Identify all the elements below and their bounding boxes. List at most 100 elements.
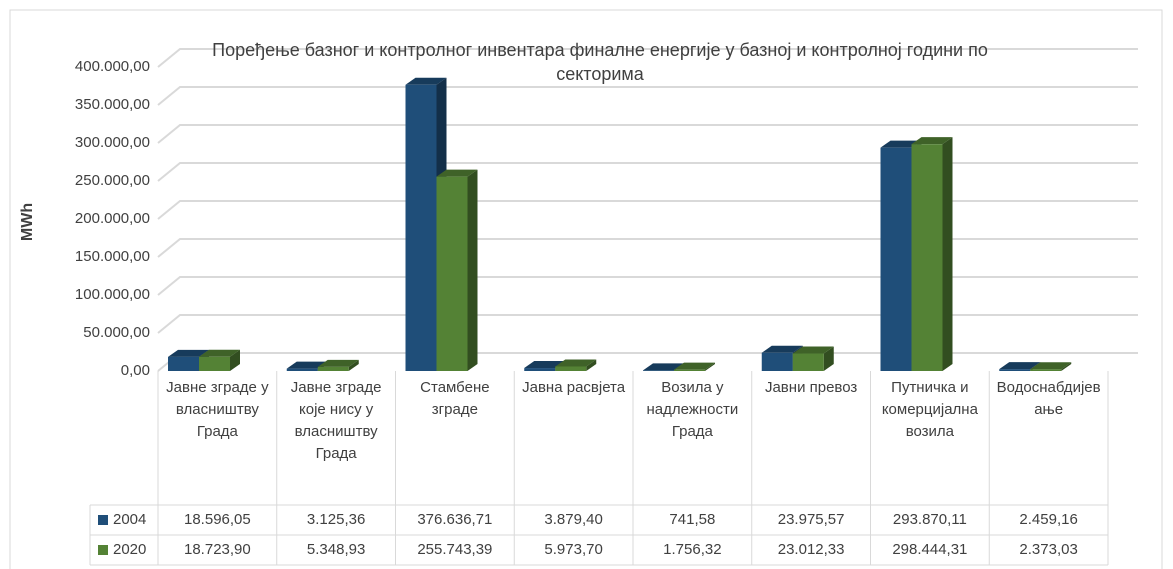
x-tick-label: Јавне зграде које нису у власништву Град… [290,379,382,462]
bar-front [643,370,674,371]
legend-label: 2020 [113,541,146,558]
bar-top [317,359,359,367]
data-label: 5.973,70 [544,541,602,558]
grid-line [157,48,1138,68]
data-label: 2.459,16 [1019,511,1077,528]
bar-front [317,366,349,371]
bar-front [911,144,943,371]
grid-line [157,276,1138,296]
bar-top [643,363,684,371]
bar-front [761,352,793,371]
grid-line [157,200,1138,220]
bar-top [880,140,922,148]
data-label: 2.373,03 [1019,541,1077,558]
x-tick-label: Путничка и комерцијална возила [881,379,978,440]
bar-top [436,169,478,177]
bar-front [880,147,912,371]
chart-border [9,9,1163,569]
bar-side [823,346,834,371]
y-tick-label: 150.000,00 [75,248,150,265]
x-tick-label: Возила у надлежности Града [646,379,739,440]
bar [674,362,715,371]
y-tick-label: 250.000,00 [75,172,150,189]
bar-front [436,176,468,371]
data-label: 376.636,71 [417,511,492,528]
y-tick-label: 100.000,00 [75,286,150,303]
bar-front [168,356,199,371]
bar [436,169,478,371]
y-tick-label: 300.000,00 [75,134,150,151]
bar-front [555,366,587,371]
bar-top [168,349,209,357]
bar-top [405,77,447,85]
grid [157,48,1138,372]
data-label: 293.870,11 [893,511,967,528]
bar-side [467,169,478,371]
bar-front [524,368,556,371]
chart-title: Поређење базног и контролног инвентара ф… [212,40,988,84]
data-label: 741,58 [669,511,715,528]
bar-front [792,353,824,371]
bar-top [199,349,240,357]
bars [168,77,1072,371]
x-tick-label: Јавне зграде у власништву Града [166,379,269,440]
bar-top [524,361,566,369]
grid-line [157,314,1138,334]
data-label: 23.975,57 [778,511,845,528]
bar-side [586,359,597,371]
category-cell: Јавна расвјета [522,379,626,396]
bar-front [674,369,705,371]
data-label: 23.012,33 [778,541,845,558]
legend-label: 2004 [113,511,146,528]
bar-top [286,361,328,369]
bar-front [199,356,230,371]
bar [911,137,953,371]
category-cell: Стамбене зграде [420,379,490,418]
y-tick-label: 200.000,00 [75,210,150,227]
x-tick-label: Јавна расвјета [522,379,626,396]
bar-top [999,362,1041,370]
legend-swatch [98,545,108,555]
data-label: 3.879,40 [544,511,602,528]
y-tick-label: 0,00 [121,362,150,379]
x-tick-label: Водоснабдијевање [996,379,1101,418]
grid-line [157,86,1138,106]
y-tick-label: 350.000,00 [75,96,150,113]
category-cell: Возила у надлежности Града [646,379,739,440]
bar-top [674,362,715,370]
bar-side [1061,362,1072,371]
bar-front [999,369,1031,371]
bar-side [230,349,240,371]
bar-side [348,359,359,371]
data-label: 18.723,90 [184,541,251,558]
category-cell: Јавни превоз [764,379,858,396]
bar [1030,362,1072,371]
data-label: 5.348,93 [307,541,365,558]
bar-top [792,346,834,354]
bar-front [1030,369,1062,371]
data-label: 298.444,31 [892,541,967,558]
y-tick-label: 50.000,00 [83,324,150,341]
bar [317,359,359,371]
bar-front [286,368,318,371]
bar-top [761,345,803,353]
legend-swatch [98,515,108,525]
x-tick-label: Стамбене зграде [420,379,490,418]
bar [555,359,597,371]
x-tick-label: Јавни превоз [764,379,858,396]
grid-line [157,124,1138,144]
data-label: 255.743,39 [417,541,492,558]
data-label: 1.756,32 [663,541,721,558]
bar [792,346,834,371]
category-cell: Путничка и комерцијална возила [881,379,978,440]
data-label: 18.596,05 [184,511,251,528]
category-cell: Јавне зграде у власништву Града [166,379,269,440]
bar-top [555,359,597,367]
bar-top [1030,362,1072,370]
bar-side [942,137,953,371]
bar-front [405,84,437,371]
data-label: 3.125,36 [307,511,365,528]
category-cell: Водоснабдијевање [996,379,1101,418]
title-box: Поређење базног и контролног инвентара ф… [212,40,988,84]
